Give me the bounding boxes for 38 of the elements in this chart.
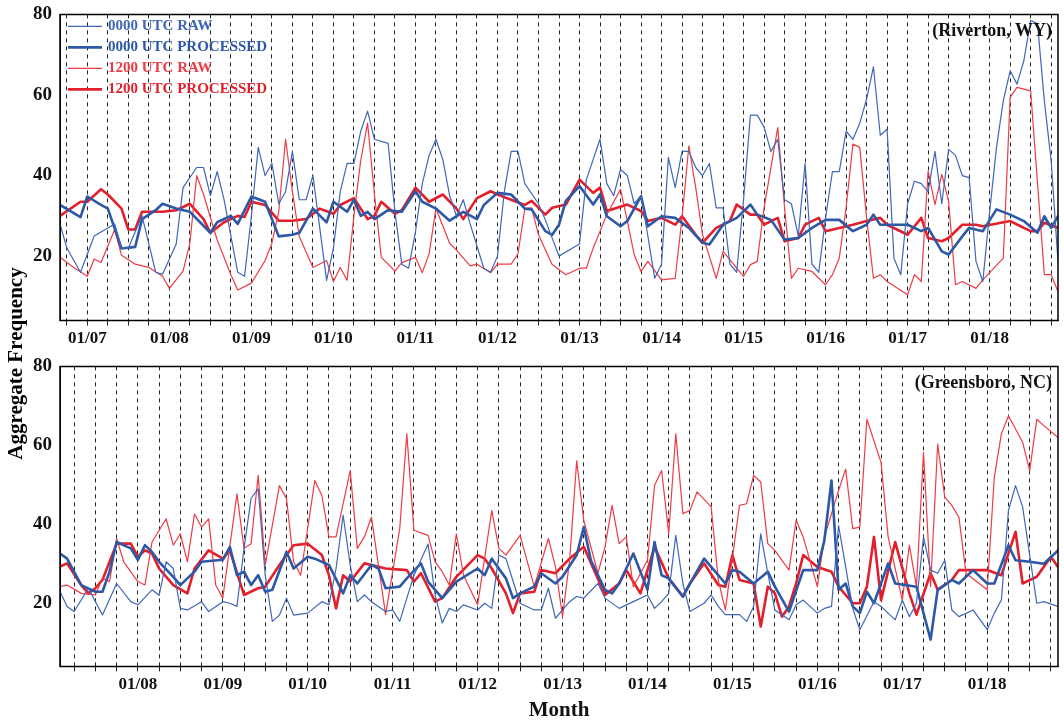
y-tick-label: 20 <box>33 244 52 266</box>
x-tick-label: 01/13 <box>543 673 582 693</box>
y-tick-label: 60 <box>33 433 52 455</box>
y-tick-label: 20 <box>33 591 52 613</box>
x-tick-label: 01/14 <box>628 673 668 693</box>
y-axis-title: Aggregate Frequency <box>2 267 28 460</box>
x-tick-label: 01/11 <box>373 673 412 693</box>
x-tick-label: 01/16 <box>806 328 845 348</box>
legend-label: 1200 UTC RAW <box>108 59 213 76</box>
x-tick-label: 01/12 <box>478 328 517 348</box>
x-tick-label: 01/17 <box>882 673 923 693</box>
x-tick-label: 01/10 <box>288 673 328 693</box>
y-tick-label: 80 <box>33 354 52 376</box>
legend-label: 0000 UTC PROCESSED <box>108 38 268 55</box>
x-tick-label: 01/18 <box>967 673 1007 693</box>
y-tick-label: 60 <box>33 82 52 104</box>
x-tick-label: 01/08 <box>150 328 189 348</box>
x-tick-label: 01/07 <box>67 328 108 348</box>
x-tick-label: 01/15 <box>724 328 763 348</box>
x-tick-label: 01/15 <box>713 673 752 693</box>
y-tick-label: 40 <box>33 512 52 534</box>
y-tick-label: 40 <box>33 163 52 185</box>
x-tick-label: 01/12 <box>458 673 497 693</box>
x-tick-label: 01/13 <box>560 328 599 348</box>
x-tick-label: 01/18 <box>970 328 1010 348</box>
x-tick-label: 01/09 <box>203 673 243 693</box>
y-tick-label: 80 <box>33 2 52 24</box>
x-axis-title: Month <box>528 696 590 721</box>
x-tick-label: 01/10 <box>314 328 353 348</box>
x-tick-label: 01/11 <box>396 328 435 348</box>
x-tick-label: 01/08 <box>118 673 158 693</box>
legend-label: 0000 UTC RAW <box>108 17 213 34</box>
x-tick-label: 01/16 <box>797 673 837 693</box>
x-tick-label: 01/17 <box>888 328 928 348</box>
legend-label: 1200 UTC PROCESSED <box>108 80 268 97</box>
x-tick-label: 01/09 <box>232 328 271 348</box>
x-tick-label: 01/14 <box>642 328 682 348</box>
annotation: (Greensboro, NC) <box>914 372 1052 394</box>
